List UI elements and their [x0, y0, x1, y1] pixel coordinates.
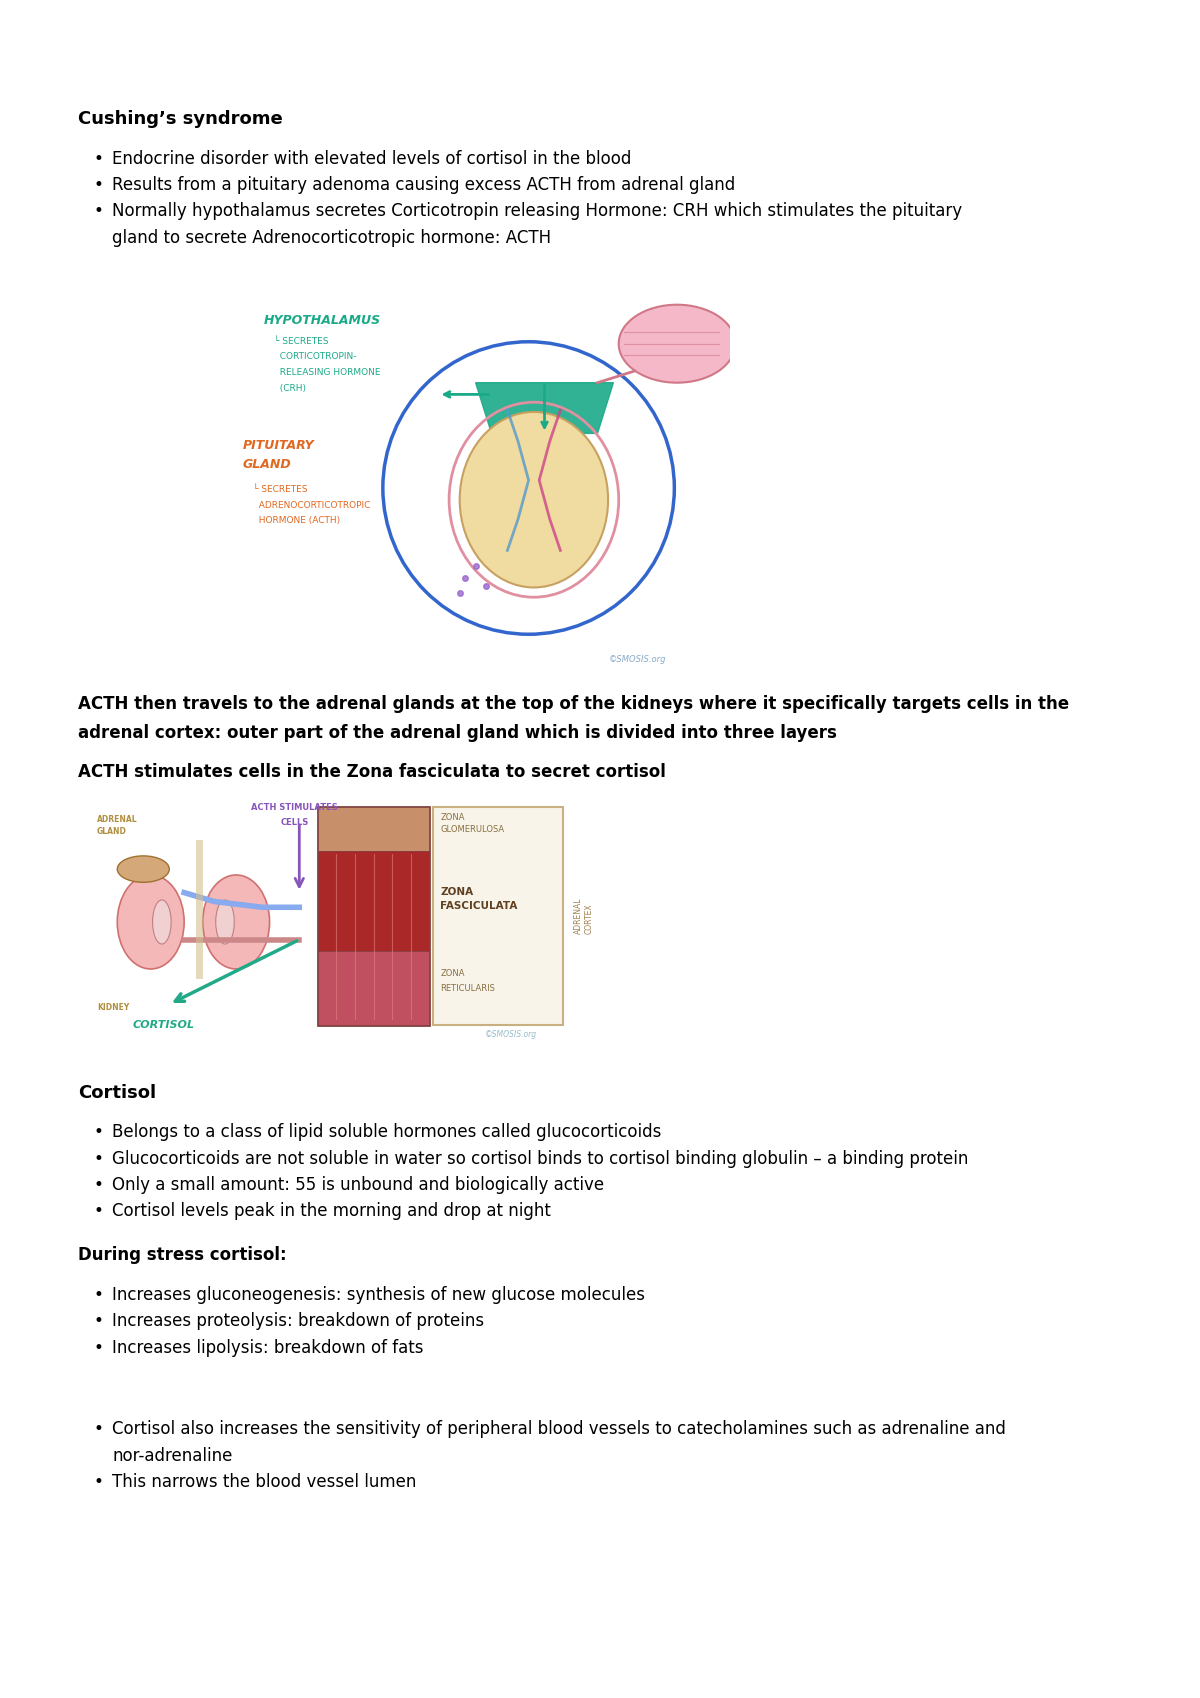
- Text: •: •: [94, 149, 104, 168]
- Text: •: •: [94, 1202, 104, 1221]
- Text: Endocrine disorder with elevated levels of cortisol in the blood: Endocrine disorder with elevated levels …: [112, 149, 631, 168]
- Ellipse shape: [216, 900, 234, 944]
- FancyBboxPatch shape: [433, 808, 563, 1026]
- Text: gland to secrete Adrenocorticotropic hormone: ACTH: gland to secrete Adrenocorticotropic hor…: [112, 229, 551, 246]
- Text: └ SECRETES: └ SECRETES: [274, 336, 329, 346]
- Text: Only a small amount: 55 is unbound and biologically active: Only a small amount: 55 is unbound and b…: [112, 1177, 604, 1194]
- Text: •: •: [94, 1313, 104, 1331]
- Text: CELLS: CELLS: [281, 818, 308, 827]
- Text: KIDNEY: KIDNEY: [97, 1004, 130, 1012]
- Text: Normally hypothalamus secretes Corticotropin releasing Hormone: CRH which stimul: Normally hypothalamus secretes Corticotr…: [112, 202, 962, 221]
- Text: PITUITARY: PITUITARY: [242, 440, 314, 452]
- FancyBboxPatch shape: [318, 808, 430, 851]
- Ellipse shape: [118, 856, 169, 883]
- Text: CORTISOL: CORTISOL: [132, 1020, 194, 1029]
- Text: During stress cortisol:: During stress cortisol:: [78, 1246, 287, 1265]
- Text: •: •: [94, 1472, 104, 1491]
- Polygon shape: [475, 382, 613, 433]
- Text: Increases lipolysis: breakdown of fats: Increases lipolysis: breakdown of fats: [112, 1338, 424, 1357]
- Text: •: •: [94, 1285, 104, 1304]
- Text: ACTH then travels to the adrenal glands at the top of the kidneys where it speci: ACTH then travels to the adrenal glands …: [78, 694, 1069, 713]
- Text: Cortisol: Cortisol: [78, 1083, 156, 1102]
- Text: HYPOTHALAMUS: HYPOTHALAMUS: [264, 314, 380, 328]
- Ellipse shape: [152, 900, 172, 944]
- FancyBboxPatch shape: [318, 808, 430, 1026]
- Text: •: •: [94, 1122, 104, 1141]
- Text: ©SMOSIS.org: ©SMOSIS.org: [608, 654, 666, 664]
- Text: •: •: [94, 1420, 104, 1438]
- Ellipse shape: [203, 874, 270, 970]
- Text: Glucocorticoids are not soluble in water so cortisol binds to cortisol binding g: Glucocorticoids are not soluble in water…: [112, 1150, 968, 1168]
- Text: This narrows the blood vessel lumen: This narrows the blood vessel lumen: [112, 1472, 416, 1491]
- Text: •: •: [94, 1177, 104, 1194]
- Text: Cortisol levels peak in the morning and drop at night: Cortisol levels peak in the morning and …: [112, 1202, 551, 1221]
- Text: CORTICOTROPIN-: CORTICOTROPIN-: [274, 351, 356, 362]
- Ellipse shape: [460, 413, 608, 588]
- Text: GLAND: GLAND: [242, 458, 292, 472]
- Text: •: •: [94, 202, 104, 221]
- Text: ADRENAL
CORTEX: ADRENAL CORTEX: [574, 898, 594, 934]
- Text: Increases proteolysis: breakdown of proteins: Increases proteolysis: breakdown of prot…: [112, 1313, 484, 1331]
- Text: Results from a pituitary adenoma causing excess ACTH from adrenal gland: Results from a pituitary adenoma causing…: [112, 177, 736, 194]
- Text: FASCICULATA: FASCICULATA: [440, 902, 518, 912]
- Text: RETICULARIS: RETICULARIS: [440, 983, 496, 993]
- Text: ADRENOCORTICOTROPIC: ADRENOCORTICOTROPIC: [253, 501, 371, 509]
- FancyBboxPatch shape: [318, 951, 430, 1026]
- Text: RELEASING HORMONE: RELEASING HORMONE: [274, 368, 380, 377]
- Text: •: •: [94, 177, 104, 194]
- Text: ZONA: ZONA: [440, 886, 474, 897]
- Text: ACTH stimulates cells in the Zona fasciculata to secret cortisol: ACTH stimulates cells in the Zona fascic…: [78, 764, 666, 781]
- Text: ADRENAL: ADRENAL: [97, 815, 138, 824]
- Text: ZONA: ZONA: [440, 970, 464, 978]
- Text: └ SECRETES: └ SECRETES: [253, 486, 307, 494]
- Text: GLAND: GLAND: [97, 827, 127, 835]
- Text: GLOMERULOSA: GLOMERULOSA: [440, 825, 504, 834]
- Text: ©SMOSIS.org: ©SMOSIS.org: [485, 1029, 538, 1039]
- Text: adrenal cortex: outer part of the adrenal gland which is divided into three laye: adrenal cortex: outer part of the adrena…: [78, 723, 836, 742]
- Text: nor-adrenaline: nor-adrenaline: [112, 1447, 233, 1465]
- Ellipse shape: [118, 874, 184, 970]
- Text: Cortisol also increases the sensitivity of peripheral blood vessels to catechola: Cortisol also increases the sensitivity …: [112, 1420, 1006, 1438]
- Ellipse shape: [619, 304, 736, 382]
- Text: (CRH): (CRH): [274, 384, 306, 392]
- Text: Belongs to a class of lipid soluble hormones called glucocorticoids: Belongs to a class of lipid soluble horm…: [112, 1122, 661, 1141]
- Text: Cushing’s syndrome: Cushing’s syndrome: [78, 110, 283, 127]
- Text: Increases gluconeogenesis: synthesis of new glucose molecules: Increases gluconeogenesis: synthesis of …: [112, 1285, 646, 1304]
- Text: ZONA: ZONA: [440, 813, 464, 822]
- Text: ACTH STIMULATES: ACTH STIMULATES: [251, 803, 337, 812]
- Text: HORMONE (ACTH): HORMONE (ACTH): [253, 516, 340, 525]
- Text: •: •: [94, 1338, 104, 1357]
- Text: •: •: [94, 1150, 104, 1168]
- FancyBboxPatch shape: [318, 851, 430, 951]
